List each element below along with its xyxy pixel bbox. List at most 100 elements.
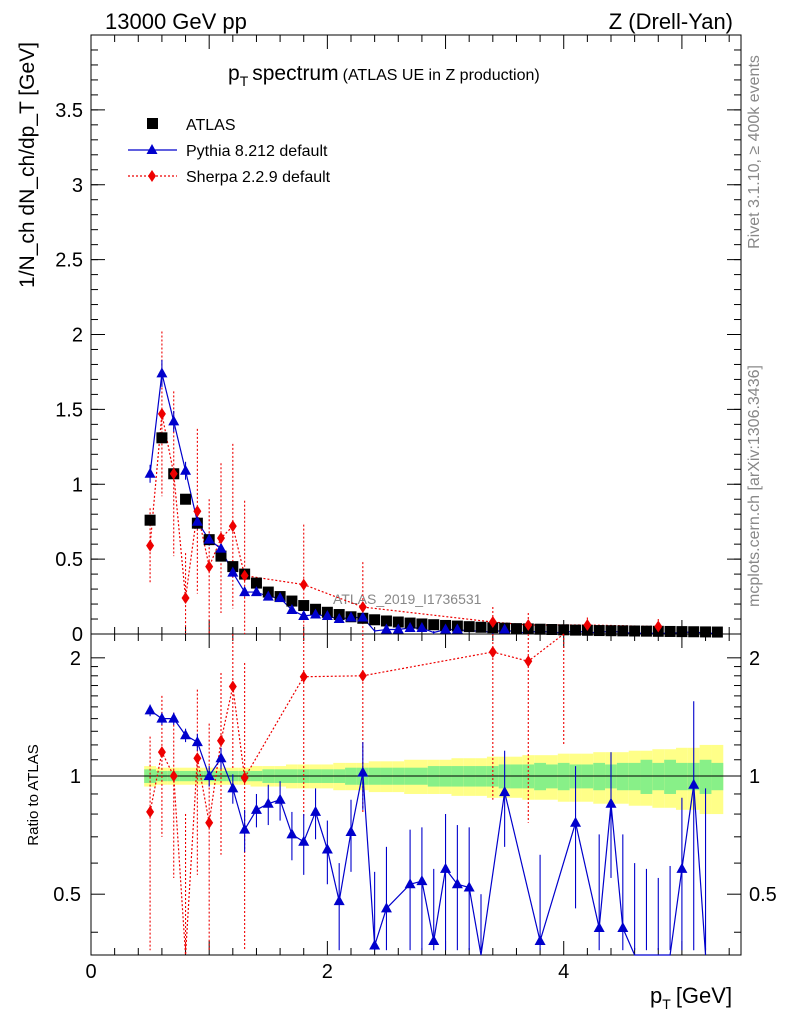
y-tick-label: 0.5 <box>55 549 83 571</box>
ratio-sherpa-point <box>169 770 178 783</box>
sherpa-point <box>217 532 225 545</box>
atlas-point <box>156 432 168 444</box>
sherpa-point <box>583 619 592 632</box>
atlas-point <box>215 550 227 562</box>
pythia-point <box>274 592 286 603</box>
atlas-point <box>558 624 570 636</box>
atlas-point <box>286 595 298 607</box>
ratio-pythia-point <box>262 797 274 808</box>
sherpa-point <box>146 539 155 552</box>
atlas-point <box>711 626 723 638</box>
band-inner <box>676 762 688 791</box>
axes-group: 00.511.522.533.50 2 40.5 0.51 12 2 <box>53 35 777 983</box>
ratio-pythia-point <box>156 712 168 723</box>
ratio-pythia-point <box>298 835 310 846</box>
analysis-label: ATLAS_2019_I1736531 <box>333 591 482 607</box>
pythia-point <box>440 623 452 634</box>
sherpa-point <box>181 592 190 605</box>
band-inner <box>616 762 629 791</box>
ratio-tick-label: 2 <box>70 648 81 670</box>
ratio-pythia-point <box>250 803 262 814</box>
pythia-point <box>404 622 416 633</box>
sherpa-point <box>157 407 166 420</box>
ratio-sherpa-point <box>299 670 308 683</box>
x-tick-label: 4 <box>558 961 569 983</box>
pythia-point <box>333 613 345 624</box>
title-suffix: (ATLAS UE in Z production) <box>343 67 540 84</box>
x-tick-label: 0 <box>85 961 96 983</box>
ratio-pythia-point <box>357 766 369 777</box>
pythia-point <box>180 464 192 475</box>
band-inner <box>652 762 665 791</box>
sherpa-point <box>228 520 237 533</box>
ratio-sherpa-point <box>157 746 166 759</box>
legend-pythia-label: Pythia 8.212 default <box>186 143 328 160</box>
y-tick-label: 2 <box>72 325 83 347</box>
atlas-point <box>617 625 629 637</box>
ratio-pythia-point <box>274 793 286 804</box>
title-p: p <box>228 62 240 85</box>
ratio-sherpa-point <box>524 655 533 668</box>
ratio-pythia-point <box>321 843 333 854</box>
band-inner <box>628 762 641 791</box>
pythia-point <box>144 467 156 478</box>
ratio-pythia-point <box>369 939 381 950</box>
sherpa-point <box>169 467 178 480</box>
ratio-pythia-point <box>688 778 700 789</box>
xlabel-p: p <box>650 983 662 1008</box>
ratio-pythia-point <box>144 704 156 715</box>
pythia-point <box>321 610 333 621</box>
pythia-point <box>203 533 215 544</box>
ratio-pythia-point <box>215 752 227 763</box>
ratio-pythia-point <box>191 736 203 747</box>
atlas-point <box>180 493 192 505</box>
atlas-point <box>664 625 676 637</box>
ratio-sherpa-point <box>228 680 237 693</box>
ratio-pythia-point <box>227 782 239 793</box>
title-t: T <box>240 73 249 89</box>
ratio-tick-label: 0.5 <box>53 884 81 906</box>
ratio-pythia-point <box>428 934 440 945</box>
y-tick-label: 3.5 <box>55 100 83 122</box>
ratio-sherpa-line <box>149 633 565 956</box>
legend-atlas-marker <box>147 118 158 129</box>
legend-sherpa-marker <box>148 170 156 182</box>
xlabel-unit: [GeV] <box>676 983 732 1008</box>
atlas-point <box>298 600 310 612</box>
ratio-pythia-point <box>499 786 511 797</box>
mcplots-label: mcplots.cern.ch [arXiv:1306.3436] <box>746 365 763 607</box>
ratio-pythia-point <box>676 862 688 873</box>
xlabel-t: T <box>662 996 671 1012</box>
pythia-point <box>227 566 239 577</box>
atlas-point <box>250 577 262 589</box>
ratio-pythia-point <box>180 729 192 740</box>
pythia-point <box>239 586 251 597</box>
atlas-point <box>369 614 381 626</box>
atlas-point <box>510 623 522 635</box>
atlas-point <box>475 621 487 633</box>
sherpa-point <box>299 578 308 591</box>
pythia-point <box>451 623 463 634</box>
pythia-point <box>168 415 180 426</box>
ratio-tick-label: 1 <box>70 766 81 788</box>
pythia-point <box>310 608 322 619</box>
atlas-point <box>534 623 546 635</box>
atlas-point <box>428 619 440 631</box>
ratio-sherpa-point <box>358 669 367 682</box>
pythia-point <box>298 610 310 621</box>
pythia-point <box>416 622 428 633</box>
ratio-pythia-point <box>333 895 345 906</box>
ratio-sherpa-point <box>193 752 202 765</box>
ratio-band-group <box>91 744 741 815</box>
ratio-sherpa-point <box>146 805 155 818</box>
legend-sherpa-label: Sherpa 2.2.9 default <box>186 169 331 186</box>
band-inner <box>557 762 570 791</box>
ratio-pythia-line <box>149 709 707 956</box>
atlas-point <box>593 625 605 637</box>
ratio-sherpa-point <box>217 734 225 747</box>
atlas-point <box>144 514 156 526</box>
ratio-pythia-point <box>440 862 452 873</box>
sherpa-point <box>358 601 367 614</box>
x-tick-label: 2 <box>322 961 333 983</box>
ratio-sherpa-point <box>205 816 214 829</box>
